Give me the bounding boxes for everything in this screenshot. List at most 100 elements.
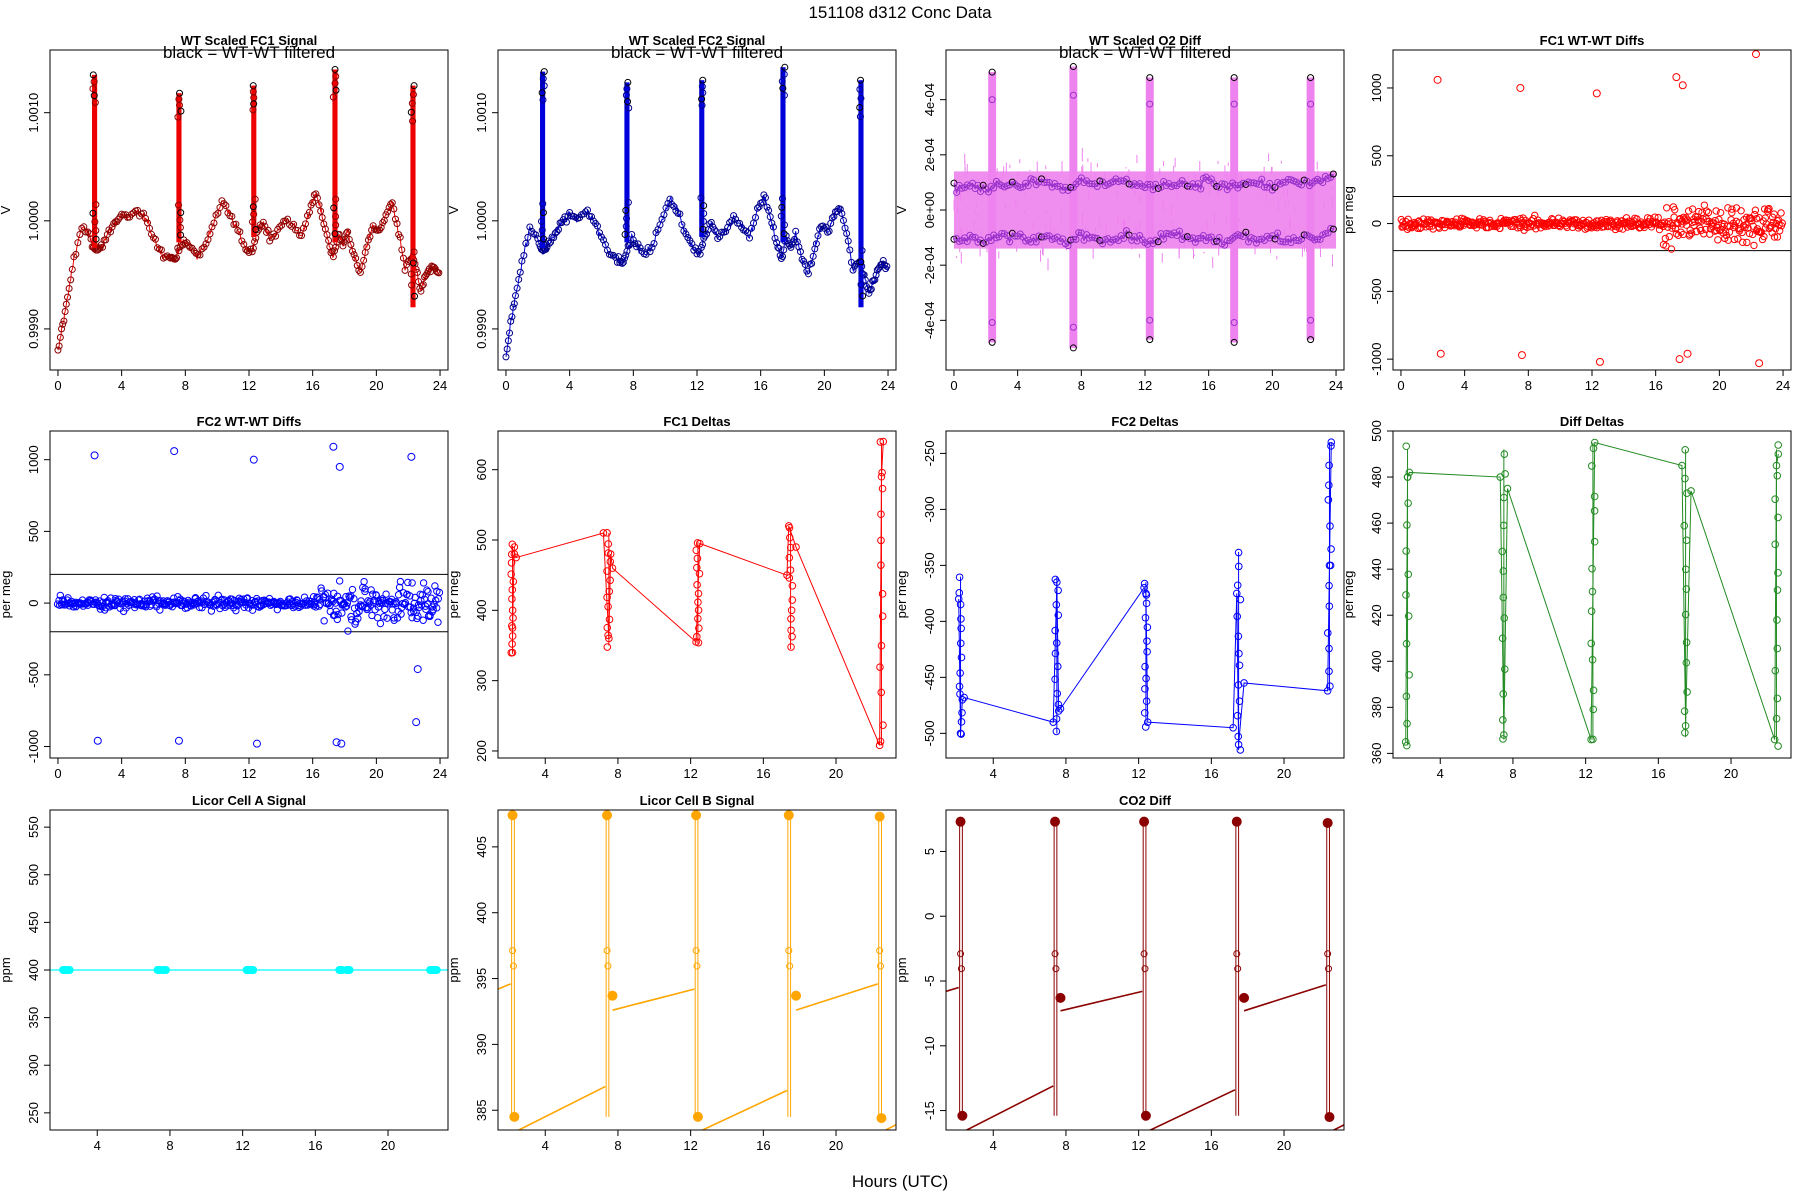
spike-point — [859, 292, 867, 300]
diff-point — [432, 604, 441, 612]
data-point — [345, 235, 353, 243]
x-tick-label: 0 — [54, 378, 61, 393]
data-point — [278, 221, 286, 229]
y-tick-label: -4e-04 — [922, 302, 937, 340]
spike-point — [1069, 344, 1077, 352]
data-point — [746, 234, 754, 242]
data-point — [644, 244, 652, 252]
cluster-point — [694, 614, 702, 623]
diff-point — [1684, 207, 1693, 215]
cluster-point — [1588, 655, 1597, 664]
diff-point — [156, 606, 164, 614]
outlier-point — [412, 718, 421, 727]
data-point — [228, 212, 236, 220]
spike-point — [857, 94, 865, 102]
data-point — [200, 243, 208, 251]
y-axis-label: V — [0, 205, 13, 214]
delta-point — [1496, 473, 1505, 481]
data-point — [65, 285, 73, 293]
data-point — [418, 282, 426, 290]
data-point — [670, 202, 678, 210]
spike-point — [329, 93, 337, 101]
data-point — [347, 240, 355, 248]
spike-point — [89, 209, 97, 217]
diff-point — [1727, 216, 1735, 224]
y-tick-label: 1000 — [26, 445, 41, 474]
y-tick-label: 460 — [1369, 512, 1384, 534]
delta-point — [508, 624, 517, 632]
data-point — [506, 329, 514, 337]
data-point — [504, 337, 512, 345]
data-point — [264, 226, 272, 234]
y-axis-label: V — [446, 205, 461, 214]
spike-point — [1146, 336, 1154, 344]
cluster-point — [1326, 682, 1334, 691]
diff-point — [1701, 225, 1710, 234]
spike-point — [624, 198, 632, 206]
lower-band-point — [1210, 238, 1218, 246]
cluster-point — [878, 590, 887, 598]
data-point — [554, 226, 562, 234]
diff-point — [404, 578, 412, 587]
cluster-point — [1402, 442, 1411, 451]
spike-point — [624, 98, 632, 106]
delta-point — [1056, 704, 1065, 713]
cluster-point — [1683, 688, 1691, 696]
cluster-point — [1682, 536, 1691, 545]
diff-point — [1615, 224, 1624, 233]
panel-p4: FC1 WT-WT Diffs per meg 0 4 8 12 16 20 24 -1000 -5… — [1341, 33, 1792, 393]
data-point — [562, 218, 570, 226]
diff-point — [1507, 222, 1515, 230]
cluster-point — [1501, 470, 1509, 478]
cluster-point — [957, 624, 965, 633]
delta-point — [877, 472, 886, 481]
x-tick-label: 16 — [1651, 766, 1665, 781]
level-marker — [602, 810, 613, 821]
cluster-point — [1235, 697, 1244, 706]
diff-point — [1667, 245, 1676, 253]
cluster-point — [1235, 661, 1244, 670]
data-point — [814, 232, 822, 240]
cluster-point — [604, 602, 612, 611]
data-point — [216, 204, 224, 212]
spike-point — [408, 99, 416, 107]
outlier-point — [1436, 349, 1445, 358]
cluster-point — [1680, 707, 1689, 715]
data-point — [800, 257, 808, 265]
cluster-point — [1323, 629, 1332, 637]
data-point — [55, 342, 63, 350]
delta-point — [695, 539, 704, 548]
upper-band-point — [1024, 182, 1032, 190]
diff-point — [1690, 221, 1698, 230]
data-point — [634, 240, 642, 248]
cluster-point — [1500, 450, 1509, 458]
data-point — [377, 224, 385, 232]
delta-point — [1323, 687, 1332, 695]
level-marker — [691, 810, 702, 821]
x-tick-label: 8 — [614, 1138, 621, 1153]
transition-point — [877, 962, 885, 970]
data-point — [62, 300, 70, 308]
data-point — [96, 244, 104, 252]
spike-point — [698, 101, 706, 109]
diff-point — [360, 577, 368, 586]
plot-frame — [49, 809, 449, 1131]
plot-area — [950, 63, 1337, 352]
data-point — [388, 199, 396, 207]
cluster-point — [1499, 521, 1508, 530]
y-tick-label: -250 — [922, 440, 937, 466]
spike-band — [1145, 77, 1154, 340]
y-axis-label: ppm — [446, 957, 461, 982]
spike-point — [90, 78, 98, 86]
spike-point — [539, 200, 547, 208]
data-point — [82, 228, 90, 236]
upper-band-point — [1146, 180, 1154, 188]
outlier-point — [335, 462, 344, 471]
cluster-point — [1234, 681, 1243, 689]
data-point — [545, 239, 553, 247]
plot-area — [1393, 50, 1791, 368]
y-tick-label: 0e+00 — [922, 192, 937, 229]
data-point — [839, 216, 847, 224]
data-point — [714, 235, 722, 243]
delta-point — [792, 543, 800, 551]
